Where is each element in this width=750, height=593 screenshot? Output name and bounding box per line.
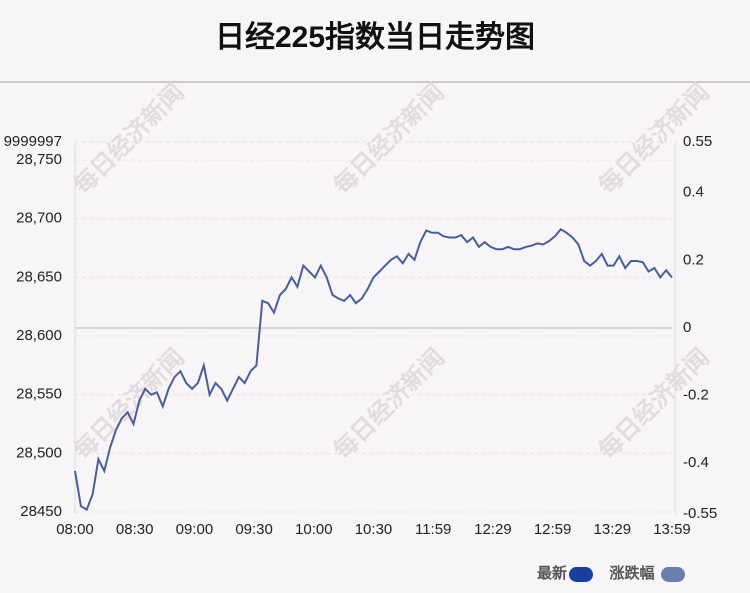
x-tick-label: 08:00 [56, 521, 94, 538]
x-tick-label: 09:30 [235, 521, 273, 538]
y2-tick-label: 0.4 [683, 184, 704, 201]
y2-tick-label: -0.4 [683, 454, 709, 471]
x-tick-label: 10:30 [355, 521, 393, 538]
y2-tick-label: -0.55 [683, 505, 717, 522]
x-tick-label: 13:59 [653, 521, 691, 538]
x-tick-label: 08:30 [116, 521, 154, 538]
legend-swatch [661, 567, 685, 582]
y2-tick-label: -0.2 [683, 387, 709, 404]
y-tick-label: 28,650 [16, 268, 62, 285]
legend-label: 涨跌幅 [609, 564, 654, 582]
y2-tick-label: 0.2 [683, 251, 704, 268]
x-tick-label: 13:29 [594, 521, 632, 538]
x-tick-label: 12:59 [534, 521, 572, 538]
legend-swatch [569, 567, 593, 582]
y-tick-label: 28,700 [16, 210, 62, 227]
legend-label: 最新 [537, 564, 567, 582]
y-tick-label: 28,750 [16, 151, 62, 168]
x-tick-label: 10:00 [295, 521, 333, 538]
x-tick-label: 12:29 [474, 521, 512, 538]
x-tick-label: 09:00 [176, 521, 214, 538]
y-tick-label: 28,600 [16, 327, 62, 344]
price-line [74, 228, 673, 512]
y2-tick-label: 0 [683, 319, 691, 336]
chart-title: 日经225指数当日走势图 [215, 20, 535, 54]
y-tick-label: 28,550 [16, 386, 62, 403]
x-tick-label: 11:59 [415, 521, 451, 538]
y-tick-label: 9999997 [4, 133, 62, 150]
y2-tick-label: 0.55 [683, 133, 712, 150]
y-tick-label: 28450 [20, 503, 62, 520]
y-tick-label: 28,500 [16, 444, 62, 461]
